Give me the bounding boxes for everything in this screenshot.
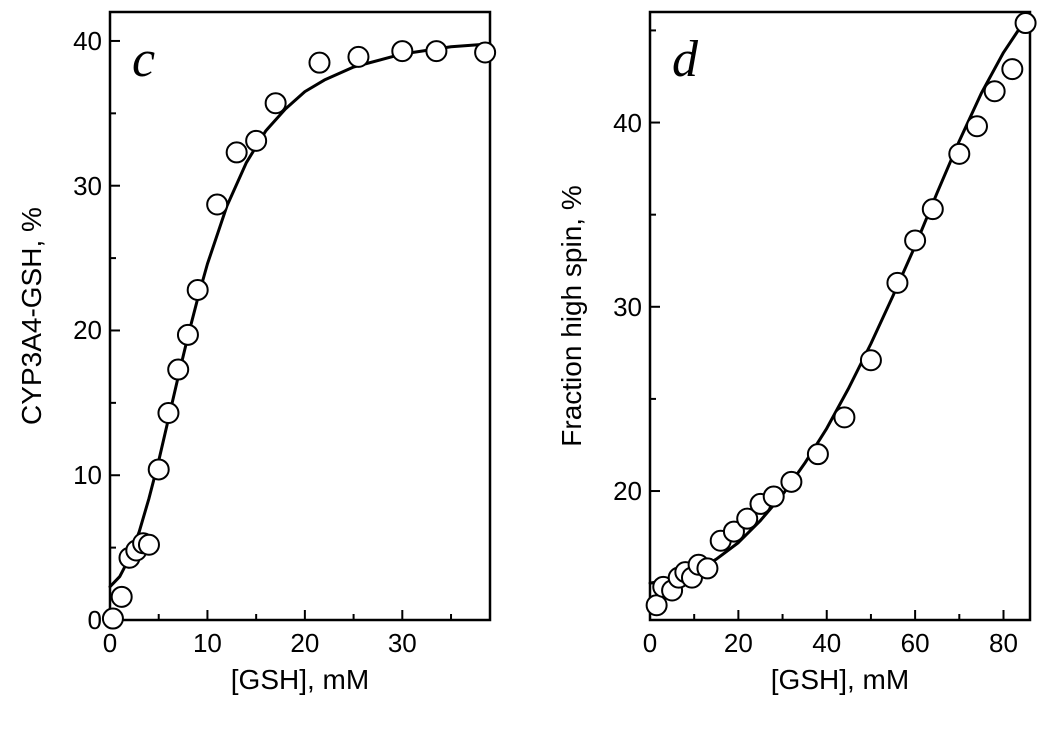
data-point bbox=[697, 558, 717, 578]
x-tick-label: 0 bbox=[630, 628, 670, 659]
y-tick-label: 0 bbox=[88, 605, 102, 636]
fit-curve bbox=[650, 19, 1026, 583]
panel-c-xlabel: [GSH], mM bbox=[210, 664, 390, 696]
data-point bbox=[1002, 59, 1022, 79]
y-tick-label: 40 bbox=[73, 26, 102, 57]
data-point bbox=[781, 472, 801, 492]
data-point bbox=[149, 459, 169, 479]
y-tick-label: 30 bbox=[613, 292, 642, 323]
data-point bbox=[426, 41, 446, 61]
data-point bbox=[949, 144, 969, 164]
x-tick-label: 80 bbox=[983, 628, 1023, 659]
data-point bbox=[1016, 13, 1036, 33]
figure-canvas: c CYP3A4-GSH, % [GSH], mM d Fraction hig… bbox=[0, 0, 1050, 743]
y-tick-label: 40 bbox=[613, 108, 642, 139]
x-tick-label: 20 bbox=[285, 628, 325, 659]
data-point bbox=[188, 280, 208, 300]
data-point bbox=[207, 195, 227, 215]
data-point bbox=[647, 595, 667, 615]
data-point bbox=[309, 53, 329, 73]
data-point bbox=[764, 487, 784, 507]
data-point bbox=[158, 403, 178, 423]
data-point bbox=[112, 587, 132, 607]
y-tick-label: 20 bbox=[613, 476, 642, 507]
x-tick-label: 30 bbox=[382, 628, 422, 659]
x-tick-label: 20 bbox=[718, 628, 758, 659]
fit-curve bbox=[110, 44, 490, 587]
data-point bbox=[348, 47, 368, 67]
data-point bbox=[985, 81, 1005, 101]
data-point bbox=[861, 350, 881, 370]
panel-c-ylabel: CYP3A4-GSH, % bbox=[16, 166, 48, 466]
y-tick-label: 30 bbox=[73, 171, 102, 202]
panel-c-plot bbox=[110, 12, 490, 620]
data-point bbox=[887, 273, 907, 293]
x-tick-label: 10 bbox=[187, 628, 227, 659]
data-point bbox=[103, 609, 123, 629]
data-point bbox=[905, 230, 925, 250]
data-point bbox=[475, 43, 495, 63]
panel-d-plot bbox=[650, 12, 1030, 620]
panel-d-xlabel: [GSH], mM bbox=[750, 664, 930, 696]
data-point bbox=[178, 325, 198, 345]
panel-d-tag: d bbox=[672, 30, 698, 89]
data-point bbox=[808, 444, 828, 464]
x-tick-label: 60 bbox=[895, 628, 935, 659]
panel-c-tag: c bbox=[132, 30, 155, 89]
data-point bbox=[923, 199, 943, 219]
data-point bbox=[168, 360, 188, 380]
y-tick-label: 20 bbox=[73, 315, 102, 346]
x-tick-label: 40 bbox=[807, 628, 847, 659]
data-point bbox=[246, 131, 266, 151]
data-point bbox=[266, 93, 286, 113]
data-point bbox=[392, 41, 412, 61]
data-point bbox=[139, 535, 159, 555]
y-tick-label: 10 bbox=[73, 460, 102, 491]
data-point bbox=[834, 407, 854, 427]
data-point bbox=[227, 142, 247, 162]
panel-d-ylabel: Fraction high spin, % bbox=[556, 166, 588, 466]
data-point bbox=[967, 116, 987, 136]
